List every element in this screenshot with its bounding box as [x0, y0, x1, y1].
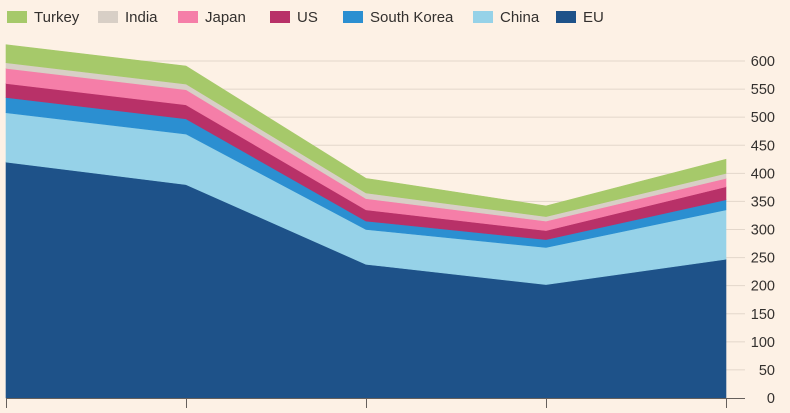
- y-axis-tick-labels: 0 50 100 150 200 250 300 350 400 450 500 550 600: [751, 54, 775, 407]
- legend-swatch-china: [473, 11, 493, 23]
- legend-item-turkey: Turkey: [7, 0, 79, 34]
- legend-item-us: US: [270, 0, 318, 34]
- y-tick-label-300: 300: [751, 223, 775, 239]
- legend-label-us: US: [297, 8, 318, 26]
- legend-item-south-korea: South Korea: [343, 0, 453, 34]
- y-tick-label-450: 450: [751, 138, 775, 154]
- legend-swatch-japan: [178, 11, 198, 23]
- area-turkey: [5, 44, 727, 217]
- legend-swatch-eu: [556, 11, 576, 23]
- legend-label-south-korea: South Korea: [370, 8, 454, 26]
- legend-swatch-us: [270, 11, 290, 23]
- y-tick-label-550: 550: [751, 82, 775, 98]
- y-tick-label-600: 600: [751, 54, 775, 70]
- legend-item-japan: Japan: [178, 0, 246, 34]
- x-axis: [6, 398, 745, 408]
- legend-swatch-india: [98, 11, 118, 23]
- y-tick-label-150: 150: [751, 307, 775, 323]
- legend-label-eu: EU: [583, 8, 604, 26]
- y-tick-label-250: 250: [751, 251, 775, 267]
- y-tick-label-100: 100: [751, 335, 775, 351]
- legend-item-india: India: [98, 0, 158, 34]
- y-tick-label-350: 350: [751, 194, 775, 210]
- y-tick-label-50: 50: [759, 363, 775, 379]
- legend-label-china: China: [500, 8, 540, 26]
- legend-label-turkey: Turkey: [34, 8, 80, 26]
- y-tick-label-0: 0: [767, 391, 775, 407]
- legend-swatch-south-korea: [343, 11, 363, 23]
- legend-swatch-turkey: [7, 11, 27, 23]
- legend-label-japan: Japan: [205, 8, 246, 26]
- y-tick-label-500: 500: [751, 110, 775, 126]
- legend-item-china: China: [473, 0, 539, 34]
- y-tick-label-400: 400: [751, 166, 775, 182]
- area-series: [5, 44, 727, 399]
- y-tick-label-200: 200: [751, 279, 775, 295]
- legend-item-eu: EU: [556, 0, 604, 34]
- legend-label-india: India: [125, 8, 158, 26]
